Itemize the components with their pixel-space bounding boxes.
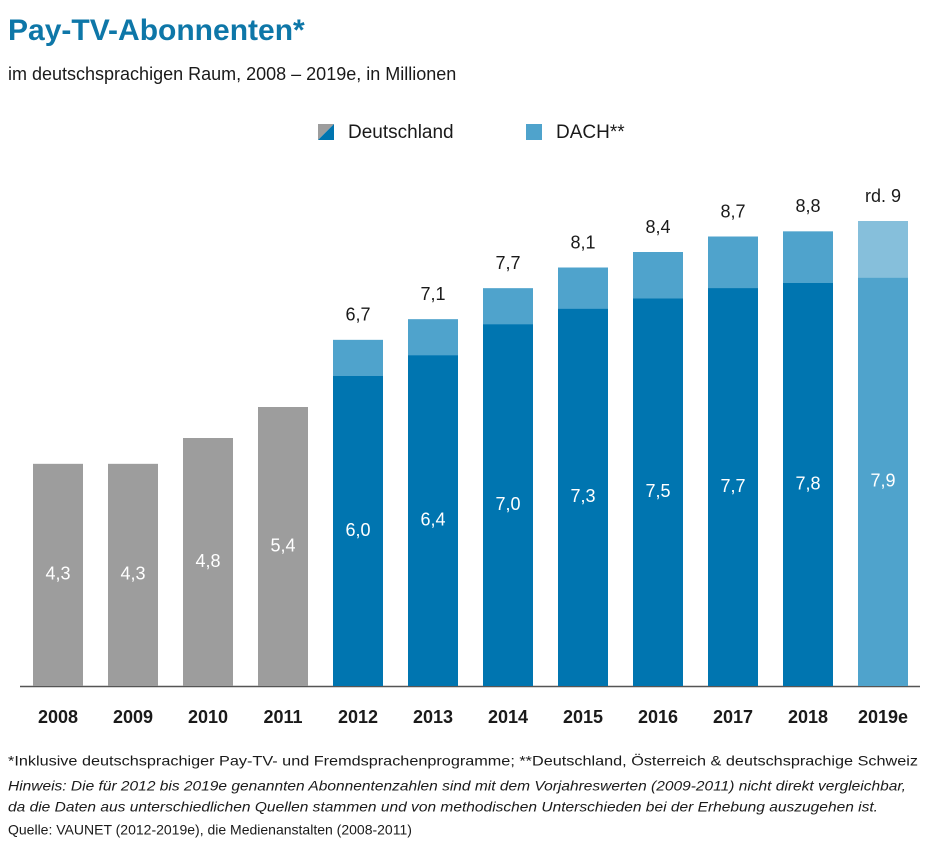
footnote: da die Daten aus unterschiedlichen Quell… [8, 799, 878, 815]
x-tick-label: 2015 [563, 707, 603, 727]
legend-label: Deutschland [348, 122, 454, 143]
data-label: 8,7 [720, 201, 745, 221]
data-label: 7,1 [420, 284, 445, 304]
footnote: *Inklusive deutschsprachiger Pay-TV- und… [8, 752, 918, 769]
x-tick-label: 2016 [638, 707, 678, 727]
data-label: 7,3 [570, 486, 595, 506]
data-label: 4,3 [120, 564, 145, 584]
x-tick-label: 2019e [858, 707, 908, 727]
footnote: Hinweis: Die für 2012 bis 2019e genannte… [8, 778, 906, 794]
data-label: 7,8 [795, 473, 820, 493]
x-tick-label: 2017 [713, 707, 753, 727]
x-tick-label: 2009 [113, 707, 153, 727]
data-label: 7,9 [870, 471, 895, 491]
bar [408, 355, 458, 686]
legend: Deutschland DACH** [318, 122, 625, 143]
data-label: 7,7 [495, 253, 520, 273]
data-label: 7,7 [720, 476, 745, 496]
bar [858, 277, 908, 686]
data-label: 5,4 [270, 535, 295, 555]
x-tick-label: 2011 [263, 707, 302, 727]
data-label: rd. 9 [865, 186, 901, 206]
x-tick-label: 2013 [413, 707, 453, 727]
footnote: Quelle: VAUNET (2012-2019e), die Mediena… [8, 822, 412, 838]
bar [108, 463, 158, 686]
bar [333, 376, 383, 686]
data-label: 8,1 [570, 232, 595, 252]
data-label: 4,8 [195, 551, 220, 571]
bar [483, 324, 533, 686]
bar [33, 463, 83, 686]
legend-label: DACH** [556, 122, 625, 143]
x-tick-label: 2008 [38, 707, 78, 727]
bar [558, 308, 608, 686]
x-tick-label: 2018 [788, 707, 828, 727]
bar [183, 438, 233, 686]
chart-title: Pay-TV-Abonnenten* [8, 14, 305, 47]
data-label: 6,0 [345, 520, 370, 540]
chart-subtitle: im deutschsprachigen Raum, 2008 – 2019e,… [8, 64, 456, 84]
bar [708, 288, 758, 686]
data-label: 6,7 [345, 305, 370, 325]
bar [258, 407, 308, 686]
data-label: 6,4 [420, 509, 445, 529]
data-label: 7,5 [645, 481, 670, 501]
legend-swatch [526, 124, 542, 140]
bar [783, 283, 833, 686]
bar [633, 298, 683, 686]
data-label: 4,3 [45, 564, 70, 584]
legend-swatch [318, 124, 334, 140]
x-tick-label: 2010 [188, 707, 228, 727]
data-label: 8,8 [795, 196, 820, 216]
x-tick-label: 2014 [488, 707, 528, 727]
data-label: 7,0 [495, 494, 520, 514]
data-label: 8,4 [645, 217, 670, 237]
x-tick-label: 2012 [338, 707, 378, 727]
